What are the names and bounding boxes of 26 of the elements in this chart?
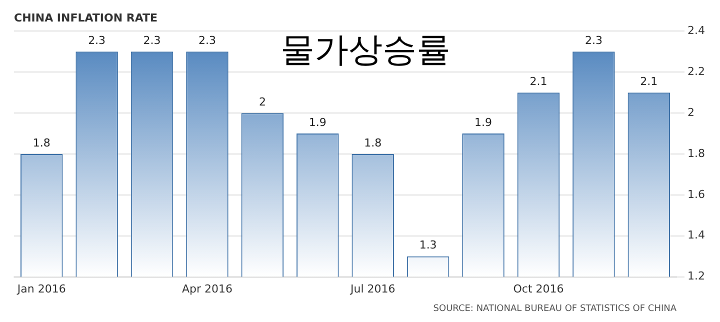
- source-note: SOURCE: NATIONAL BUREAU OF STATISTICS OF CHINA: [433, 304, 678, 314]
- y-tick-label: 1.6: [688, 188, 706, 201]
- x-tick-label: Apr 2016: [182, 282, 232, 296]
- y-tick-label: 2.2: [688, 64, 706, 78]
- data-label: 1.8: [32, 136, 50, 150]
- data-label: 1.9: [308, 116, 326, 129]
- y-tick-label: 2.4: [688, 24, 706, 38]
- data-label: 1.9: [474, 116, 492, 129]
- annotation: 물가상승률: [280, 30, 450, 70]
- chart-title: CHINA INFLATION RATE: [14, 11, 158, 24]
- data-label: 1.3: [419, 238, 437, 252]
- data-label: 2.3: [88, 34, 106, 48]
- data-label: 2.1: [640, 74, 658, 88]
- data-label: 1.8: [364, 136, 382, 150]
- data-label: 2.3: [584, 34, 602, 48]
- x-tick-label: Jul 2016: [349, 282, 396, 296]
- y-tick-label: 1.8: [688, 146, 706, 160]
- x-tick-label: Oct 2016: [513, 282, 564, 296]
- y-tick-label: 1.2: [688, 270, 706, 283]
- data-label: 2.3: [143, 34, 161, 48]
- y-tick-label: 1.4: [688, 228, 706, 242]
- data-label: 2.1: [530, 74, 548, 88]
- x-tick-label: Jan 2016: [16, 282, 66, 296]
- data-label: 2: [258, 95, 266, 108]
- y-tick-label: 2: [688, 106, 695, 119]
- data-label: 2.3: [198, 34, 216, 48]
